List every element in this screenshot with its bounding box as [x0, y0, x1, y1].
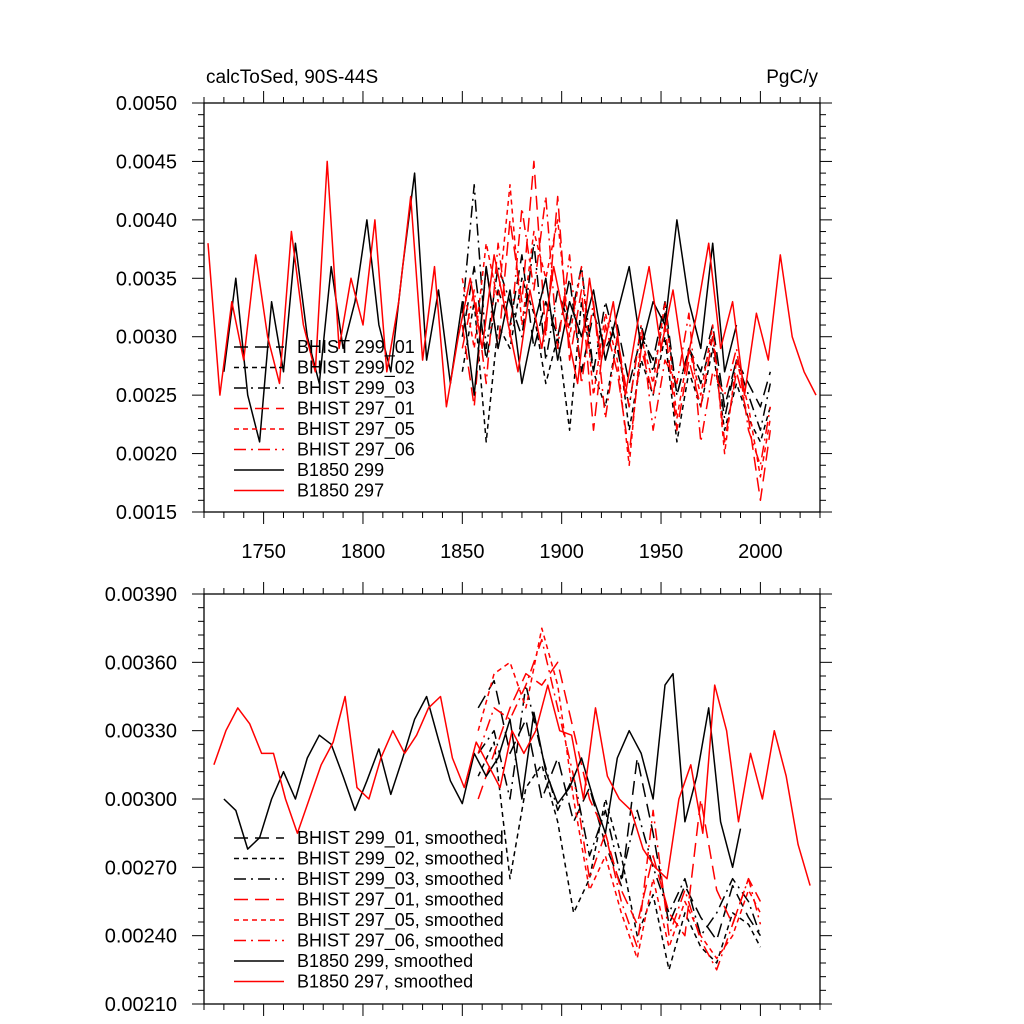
x-tick-label: 1850: [440, 541, 485, 563]
x-tick-label: 1900: [539, 541, 584, 563]
series-group: [207, 160, 817, 502]
y-tick-label: 0.00360: [105, 652, 177, 674]
y-tick-label: 0.00390: [105, 584, 177, 606]
legend-label: BHIST 299_02, smoothed: [297, 849, 504, 870]
units-label: PgC/y: [766, 67, 818, 88]
y-tick-label: 0.0030: [116, 327, 177, 349]
series-line-bhist-297-05: [461, 184, 772, 478]
series-line-bhist-297-06-smoothed: [477, 638, 762, 971]
y-tick-label: 0.0050: [116, 93, 177, 115]
plot-frame: [203, 102, 821, 513]
chart-title: calcToSed, 90S-44S: [206, 67, 378, 88]
top-panel: 1750 1800 1850 1900 1950 2000 0.0015 0.0020 0.00…: [116, 67, 832, 563]
y-tick-label: 0.0035: [116, 268, 177, 290]
y-tick-label: 0.00210: [105, 994, 177, 1016]
series-line-bhist-299-02-smoothed: [477, 741, 762, 971]
y-tick-label: 0.0015: [116, 502, 177, 524]
series-line-bhist-299-03-smoothed: [477, 684, 762, 937]
y-tick-label: 0.00270: [105, 857, 177, 879]
legend-label: BHIST 297_06: [297, 440, 415, 461]
legend-label: BHIST 297_01, smoothed: [297, 890, 504, 911]
y-tick-label: 0.0025: [116, 385, 177, 407]
series-line-b1850-299: [223, 172, 738, 443]
x-tick-label: 1750: [241, 541, 286, 563]
y-tick-label: 0.0040: [116, 210, 177, 232]
bottom-panel: 0.00210 0.00240 0.00270 0.00300 0.00330 0.003…: [105, 582, 832, 1016]
legend-label: BHIST 297_06, smoothed: [297, 931, 504, 952]
series-line-bhist-297-05-smoothed: [477, 627, 762, 960]
x-tick-label: 1950: [639, 541, 684, 563]
series-line-bhist-299-03: [461, 184, 772, 431]
legend-label: BHIST 297_05: [297, 419, 415, 440]
legend-label: B1850 299: [297, 460, 384, 480]
x-tick-label: 2000: [738, 541, 783, 563]
series-group: [213, 627, 811, 971]
series-line-bhist-299-01-smoothed: [477, 679, 762, 941]
y-tick-label: 0.0045: [116, 151, 177, 173]
legend-label: BHIST 299_03: [297, 378, 415, 399]
legend-label: B1850 299, smoothed: [297, 951, 473, 971]
legend-label: BHIST 299_01, smoothed: [297, 828, 504, 849]
y-tick-label: 0.00330: [105, 721, 177, 743]
series-line-b1850-297: [207, 160, 817, 408]
series-line-bhist-299-01: [461, 254, 772, 408]
y-tick-label: 0.00300: [105, 789, 177, 811]
legend-label: BHIST 299_01: [297, 337, 415, 358]
legend-label: BHIST 297_01: [297, 399, 415, 420]
legend-label: BHIST 299_02: [297, 358, 415, 379]
series-line-b1850-299-smoothed: [223, 672, 742, 869]
legend-label: B1850 297: [297, 481, 384, 501]
x-tick-label: 1800: [341, 541, 386, 563]
y-tick-label: 0.00240: [105, 926, 177, 948]
series-line-bhist-297-01-smoothed: [477, 661, 762, 937]
y-tick-label: 0.0020: [116, 444, 177, 466]
series-line-bhist-297-01: [461, 160, 772, 502]
series-line-b1850-297-smoothed: [213, 684, 811, 886]
legend-label: BHIST 299_03, smoothed: [297, 869, 504, 890]
legend-label: BHIST 297_05, smoothed: [297, 910, 504, 931]
legend-label: B1850 297, smoothed: [297, 972, 473, 992]
